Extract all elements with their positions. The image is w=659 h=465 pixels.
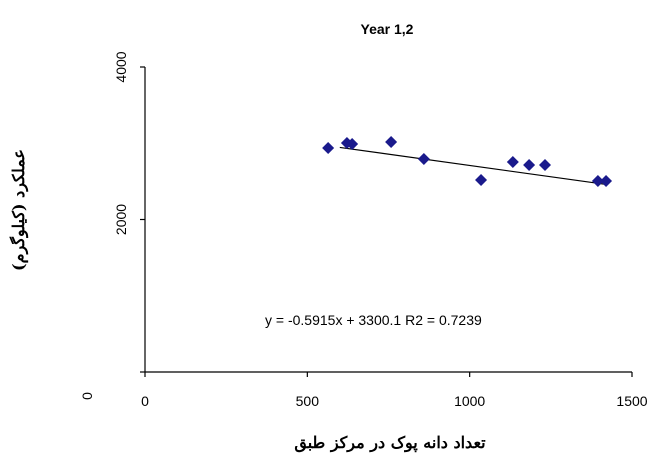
data-point — [523, 158, 536, 171]
x-tick-label: 0 — [141, 393, 149, 409]
data-point — [346, 138, 359, 151]
data-point — [417, 153, 430, 166]
data-point — [322, 141, 335, 154]
data-point — [385, 136, 398, 149]
y-tick-label: 0 — [79, 392, 95, 400]
x-axis-label: تعداد دانه پوک در مرکز طبق — [294, 433, 486, 453]
trendline-equation: y = -0.5915x + 3300.1 R2 = 0.7239 — [265, 312, 482, 328]
data-point — [591, 174, 604, 187]
y-tick-label: 2000 — [113, 204, 129, 235]
data-point — [600, 174, 613, 187]
y-axis-label: عملکرد (کیلوگرم) — [9, 149, 29, 271]
y-tick-label: 4000 — [113, 51, 129, 82]
data-point — [506, 156, 519, 169]
x-tick-label: 1500 — [616, 393, 647, 409]
data-point — [538, 158, 551, 171]
chart-title: Year 1,2 — [361, 21, 414, 37]
x-tick-label: 500 — [296, 393, 320, 409]
trendline — [339, 146, 607, 186]
data-point — [475, 174, 488, 187]
x-tick-label: 1000 — [454, 393, 485, 409]
